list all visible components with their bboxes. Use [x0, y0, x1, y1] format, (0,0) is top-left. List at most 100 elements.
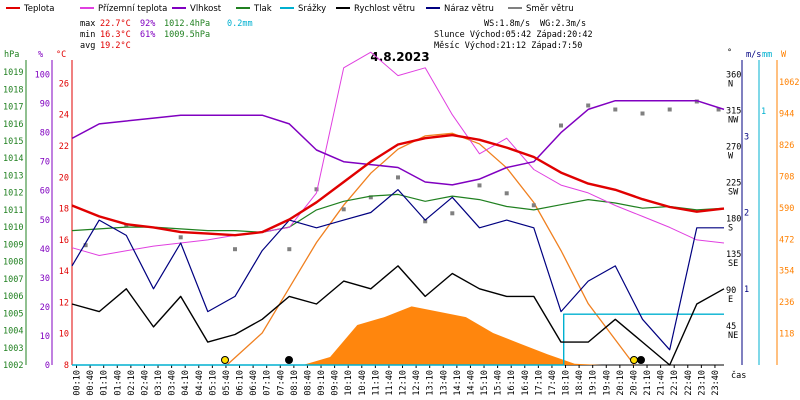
tick-label-hpa: 1007 [3, 275, 23, 285]
x-tick-label: 09:10 [317, 370, 327, 396]
x-tick-label: 02:40 [140, 370, 150, 396]
x-tick-label: 16:40 [521, 370, 531, 396]
x-tick-label: 18:40 [575, 370, 585, 396]
tick-label-watt: 118 [779, 330, 794, 340]
x-tick-label: 03:40 [168, 370, 178, 396]
x-tick-label: 15:40 [494, 370, 504, 396]
wind-direction-point [586, 103, 591, 108]
axis-title-mm: mm [762, 50, 772, 60]
moonrise-marker [637, 356, 645, 364]
tick-label-hpa: 1010 [3, 223, 23, 233]
x-tick-label: 22:40 [684, 370, 694, 396]
plot-area [71, 51, 725, 366]
tick-label-watt: 708 [779, 172, 794, 182]
tick-label-celsius: 8 [64, 361, 69, 371]
tick-label-hpa: 1003 [3, 344, 23, 354]
tick-label-hpa: 1005 [3, 309, 23, 319]
stats-max-humidity: 92% [140, 19, 155, 29]
x-tick-label: 22:10 [670, 370, 680, 396]
series-lines [71, 51, 725, 366]
axis-ticks: 1019101810171016101510141013101210111010… [3, 68, 799, 396]
legend-label-rain: Srážky [298, 4, 326, 14]
x-tick-label: 19:40 [602, 370, 612, 396]
x-tick-label: 08:40 [303, 370, 313, 396]
wind-direction-point [423, 219, 428, 224]
x-tick-label: 07:10 [263, 370, 273, 396]
wind-direction-point [640, 111, 645, 116]
axis-title-ms: m/s [746, 50, 761, 60]
tick-label-celsius: 24 [59, 111, 69, 121]
tick-label-hpa: 1011 [3, 206, 23, 216]
tick-label-degrees: 270 [726, 142, 741, 152]
x-tick-label: 12:10 [399, 370, 409, 396]
x-tick-label: 13:40 [439, 370, 449, 396]
moonset-marker [285, 356, 293, 364]
tick-label-celsius: 10 [59, 330, 69, 340]
legend-label-humidity: Vlhkost [190, 4, 222, 14]
x-tick-label: 11:40 [385, 370, 395, 396]
axis-title-hpa: hPa [4, 50, 19, 60]
tick-label-degrees: 135 [726, 250, 741, 260]
wind-direction-point [396, 175, 400, 180]
stats-sun: Slunce Východ:05:42 Západ:20:42 [434, 30, 593, 40]
tick-label-watt: 944 [779, 110, 794, 120]
wind-direction-point [559, 123, 563, 128]
x-tick-label: 21:40 [657, 370, 667, 396]
tick-label-celsius: 22 [59, 142, 69, 152]
stats-min-temp: 16.3°C [100, 30, 131, 40]
x-tick-label: 20:40 [629, 370, 639, 396]
x-tick-label: 04:40 [195, 370, 205, 396]
legend-item-pressure: Tlak [236, 4, 272, 14]
tick-label-hpa: 1017 [3, 103, 23, 113]
x-tick-label: 14:10 [453, 370, 463, 396]
legend-item-temperature: Teplota [6, 4, 54, 14]
tick-label-celsius: 20 [59, 173, 69, 183]
tick-label-degrees: 315 [726, 106, 741, 116]
stats-max-label: max [80, 19, 95, 29]
legend-label-ground-temperature: Přízemní teplota [98, 4, 167, 14]
x-tick-label: 18:10 [562, 370, 572, 396]
legend-item-wind-direction: Směr větru [508, 4, 574, 14]
x-tick-label: 00:40 [86, 370, 96, 396]
sunrise-marker [221, 356, 229, 364]
axis-title-percent: % [38, 50, 43, 60]
series-wind-gust [71, 189, 724, 351]
stats-min-pressure: 1009.5hPa [164, 30, 210, 40]
tick-label-compass: NW [728, 115, 739, 125]
x-tick-label: 23:10 [697, 370, 707, 396]
legend: Teplota Přízemní teplota Vlhkost Tlak Sr… [6, 4, 574, 14]
tick-label-hpa: 1009 [3, 240, 23, 250]
x-tick-label: 07:40 [276, 370, 286, 396]
series-solar-radiation [72, 306, 724, 365]
stats-wind-speed: WS:1.8m/s [484, 19, 530, 29]
x-tick-label: 10:40 [358, 370, 368, 396]
x-tick-label: 12:40 [412, 370, 422, 396]
legend-item-ground-temperature: Přízemní teplota [80, 4, 167, 14]
tick-label-celsius: 12 [59, 298, 69, 308]
series-wind-speed [71, 265, 725, 366]
stats-avg-label: avg [80, 41, 95, 51]
x-tick-label: 20:10 [616, 370, 626, 396]
wind-direction-point [368, 195, 373, 200]
tick-label-percent: 10 [40, 332, 50, 342]
tick-label-mm: 1 [761, 107, 766, 117]
stats-max-rain: 0.2mm [227, 19, 253, 29]
tick-label-hpa: 1006 [3, 292, 23, 302]
x-tick-label: 17:40 [548, 370, 558, 396]
tick-label-ms: 3 [744, 132, 749, 142]
x-tick-label: 00:10 [73, 370, 83, 396]
legend-label-temperature: Teplota [23, 4, 54, 14]
x-tick-label: 05:40 [222, 370, 232, 396]
tick-label-compass: NE [728, 331, 738, 341]
series-rain [72, 313, 724, 366]
tick-label-watt: 236 [779, 298, 794, 308]
wind-direction-point [531, 203, 536, 208]
wind-direction-point [341, 207, 346, 212]
tick-label-hpa: 1002 [3, 361, 23, 371]
tick-label-percent: 90 [40, 100, 50, 110]
x-tick-label: 13:10 [426, 370, 436, 396]
x-tick-label: 01:40 [113, 370, 123, 396]
stats-min-humidity: 61% [140, 30, 155, 40]
x-tick-label: 03:10 [154, 370, 164, 396]
axis-title-time: čas [731, 370, 746, 381]
